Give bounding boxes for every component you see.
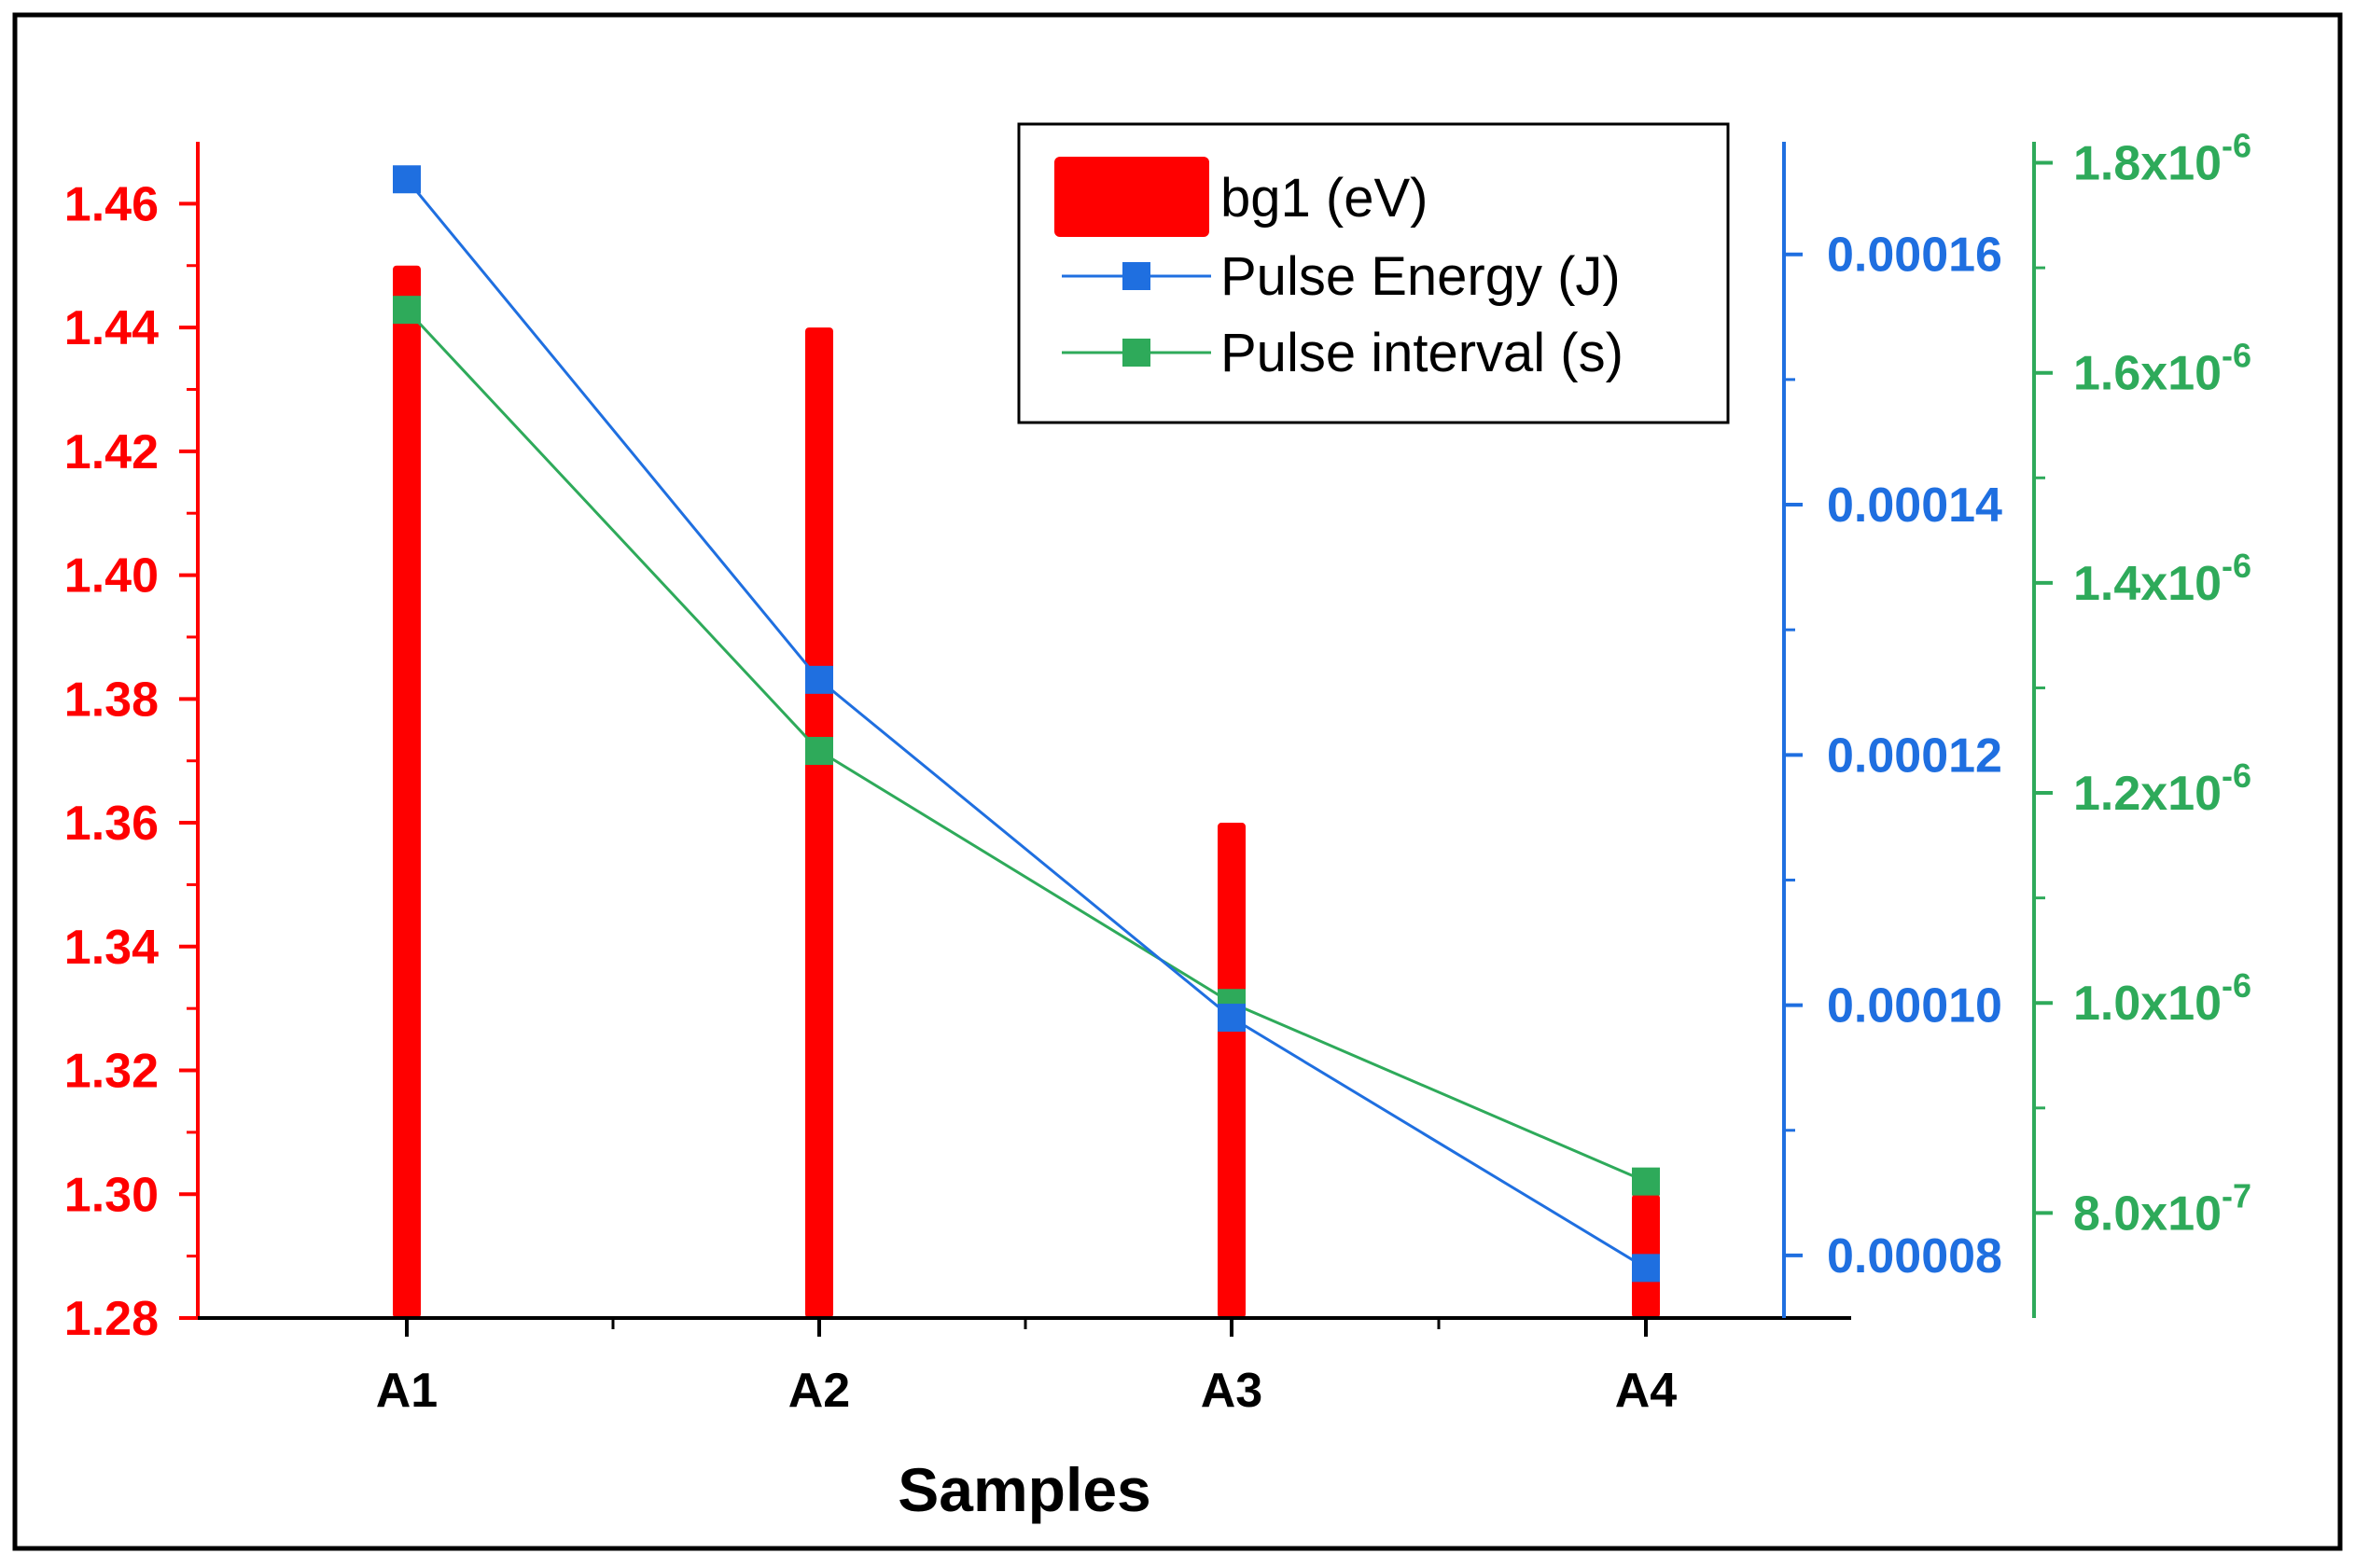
- tick-label-exponent: -6: [2222, 756, 2251, 795]
- pulse-energy-axis-tick-label: 0.00012: [1827, 728, 2002, 783]
- pulse-interval-axis-tick-label: 8.0x10-7: [2073, 1176, 2251, 1241]
- legend-marker-pulse-interval: [1122, 339, 1150, 367]
- x-axis-tick-label-A3: A3: [1201, 1364, 1262, 1418]
- legend-marker-pulse-energy: [1122, 262, 1150, 290]
- pulse-interval-line: [405, 309, 1647, 1184]
- x-axis-label: Samples: [898, 1455, 1150, 1524]
- tick-label-mantissa: 1.4x10: [2073, 557, 2222, 611]
- legend: bg1 (eV) Pulse Energy (J) Pulse interval…: [1017, 122, 1730, 424]
- bars-layer: [393, 265, 1660, 1319]
- pulse-interval-axis-tick-label: 1.0x10-6: [2073, 966, 2251, 1031]
- bar-A2: [805, 327, 833, 1319]
- x-axis-tick-label-A2: A2: [788, 1364, 850, 1418]
- tick-label-exponent: -6: [2222, 337, 2251, 375]
- pulse-interval-axis-tick-label: 1.8x10-6: [2073, 127, 2251, 191]
- tick-label-exponent: -6: [2222, 127, 2251, 165]
- legend-label-pulse-energy: Pulse Energy (J): [1220, 246, 1621, 307]
- pulse-interval-point-A2: [805, 737, 833, 766]
- pulse-energy-axis-tick-label: 0.00014: [1827, 479, 2002, 533]
- left-axis-tick-label: 1.32: [64, 1045, 159, 1099]
- x-axis-tick-label-A1: A1: [376, 1364, 438, 1418]
- bar-A1: [393, 265, 421, 1319]
- pulse-interval-axis-tick-label: 1.4x10-6: [2073, 547, 2251, 611]
- pulse-energy-point-A2: [805, 665, 833, 694]
- tick-label-exponent: -6: [2222, 966, 2251, 1005]
- pulse-energy-point-A1: [393, 165, 421, 194]
- left-axis-tick-label: 1.34: [64, 921, 159, 975]
- pulse-energy-axis-tick-label: 0.00016: [1827, 229, 2002, 283]
- tick-label-mantissa: 1.0x10: [2073, 977, 2222, 1031]
- left-axis-tick-label: 1.42: [64, 425, 159, 479]
- pulse-interval-point-A4: [1632, 1167, 1660, 1196]
- legend-label-pulse-interval: Pulse interval (s): [1220, 323, 1623, 383]
- left-axis-tick-label: 1.28: [64, 1292, 159, 1346]
- pulse-energy-axis-tick-label: 0.00010: [1827, 979, 2002, 1034]
- pulse-energy-axis-tick-label: 0.00008: [1827, 1229, 2002, 1284]
- tick-label-exponent: -7: [2222, 1176, 2251, 1214]
- pulse-interval-axis-tick-label: 1.6x10-6: [2073, 337, 2251, 401]
- tick-label-mantissa: 1.2x10: [2073, 767, 2222, 821]
- tick-label-exponent: -6: [2222, 547, 2251, 585]
- pulse-interval-axis-tick-label: 1.2x10-6: [2073, 756, 2251, 821]
- pulse-energy-point-A3: [1218, 1004, 1246, 1033]
- bar-A3: [1218, 823, 1246, 1318]
- left-axis-tick-label: 1.40: [64, 549, 159, 604]
- legend-label-bg1: bg1 (eV): [1220, 168, 1428, 229]
- axes-layer: 1.28 1.30 1.32 1.34 1.36 1.38 1.40 1.42 1.44 1.46…: [64, 127, 2251, 1418]
- left-axis-tick-label: 1.30: [64, 1168, 159, 1222]
- chart-frame: [12, 12, 2343, 1551]
- pulse-energy-line: [405, 178, 1647, 1270]
- tick-label-mantissa: 1.6x10: [2073, 347, 2222, 401]
- lines-layer: [393, 165, 1660, 1283]
- x-axis-tick-label-A4: A4: [1615, 1364, 1678, 1418]
- tick-label-mantissa: 8.0x10: [2073, 1186, 2222, 1241]
- left-axis-tick-label: 1.44: [64, 301, 159, 355]
- pulse-energy-point-A4: [1632, 1254, 1660, 1283]
- tick-label-mantissa: 1.8x10: [2073, 137, 2222, 191]
- left-axis-tick-label: 1.38: [64, 673, 159, 727]
- left-axis-tick-label: 1.36: [64, 797, 159, 851]
- legend-swatch-bg1: [1054, 157, 1209, 237]
- left-axis-tick-label: 1.46: [64, 177, 159, 231]
- pulse-interval-point-A1: [393, 296, 421, 325]
